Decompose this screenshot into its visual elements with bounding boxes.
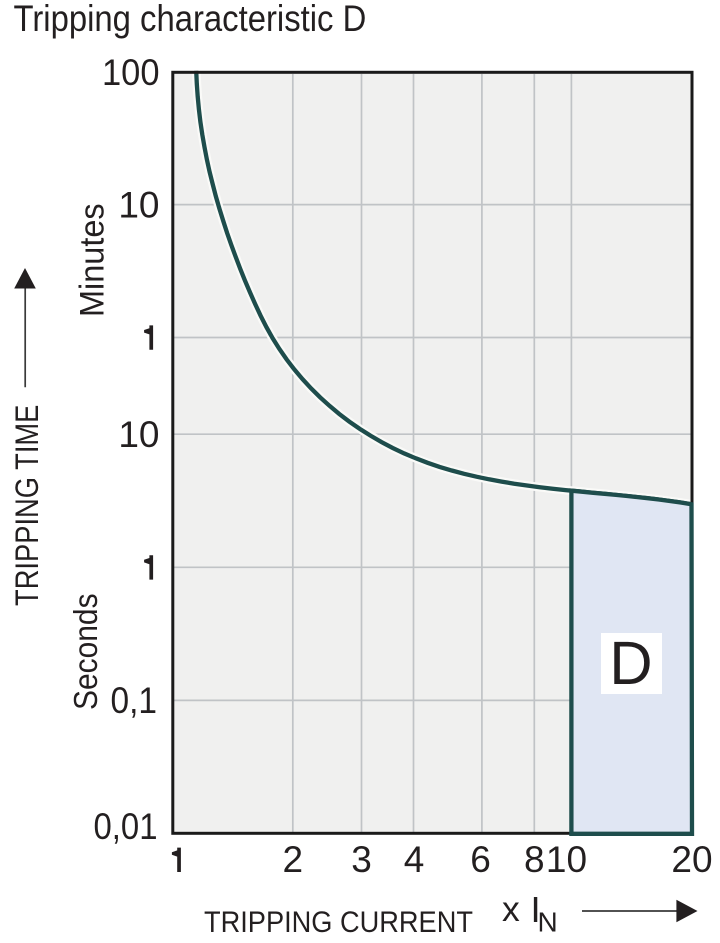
svg-text:0,01: 0,01: [94, 806, 158, 847]
svg-text:10: 10: [118, 184, 159, 225]
svg-text:Tripping characteristic D: Tripping characteristic D: [14, 0, 367, 40]
svg-text:0,1: 0,1: [111, 680, 158, 721]
svg-text:I: I: [531, 889, 541, 930]
svg-text:Minutes: Minutes: [74, 203, 112, 317]
svg-text:D: D: [609, 628, 652, 697]
svg-text:TRIPPING CURRENT: TRIPPING CURRENT: [204, 906, 473, 940]
svg-text:6: 6: [470, 839, 491, 880]
svg-text:20: 20: [671, 839, 712, 880]
svg-text:3: 3: [351, 839, 372, 880]
svg-text:4: 4: [404, 839, 425, 880]
svg-text:10: 10: [546, 839, 587, 880]
svg-text:N: N: [538, 907, 558, 938]
svg-text:8: 8: [524, 839, 545, 880]
svg-text:10: 10: [118, 414, 159, 455]
svg-text:Seconds: Seconds: [67, 593, 105, 710]
svg-text:TRIPPING TIME: TRIPPING TIME: [10, 405, 46, 606]
svg-text:100: 100: [102, 52, 160, 93]
svg-text:x: x: [502, 889, 520, 929]
svg-text:2: 2: [283, 839, 304, 880]
